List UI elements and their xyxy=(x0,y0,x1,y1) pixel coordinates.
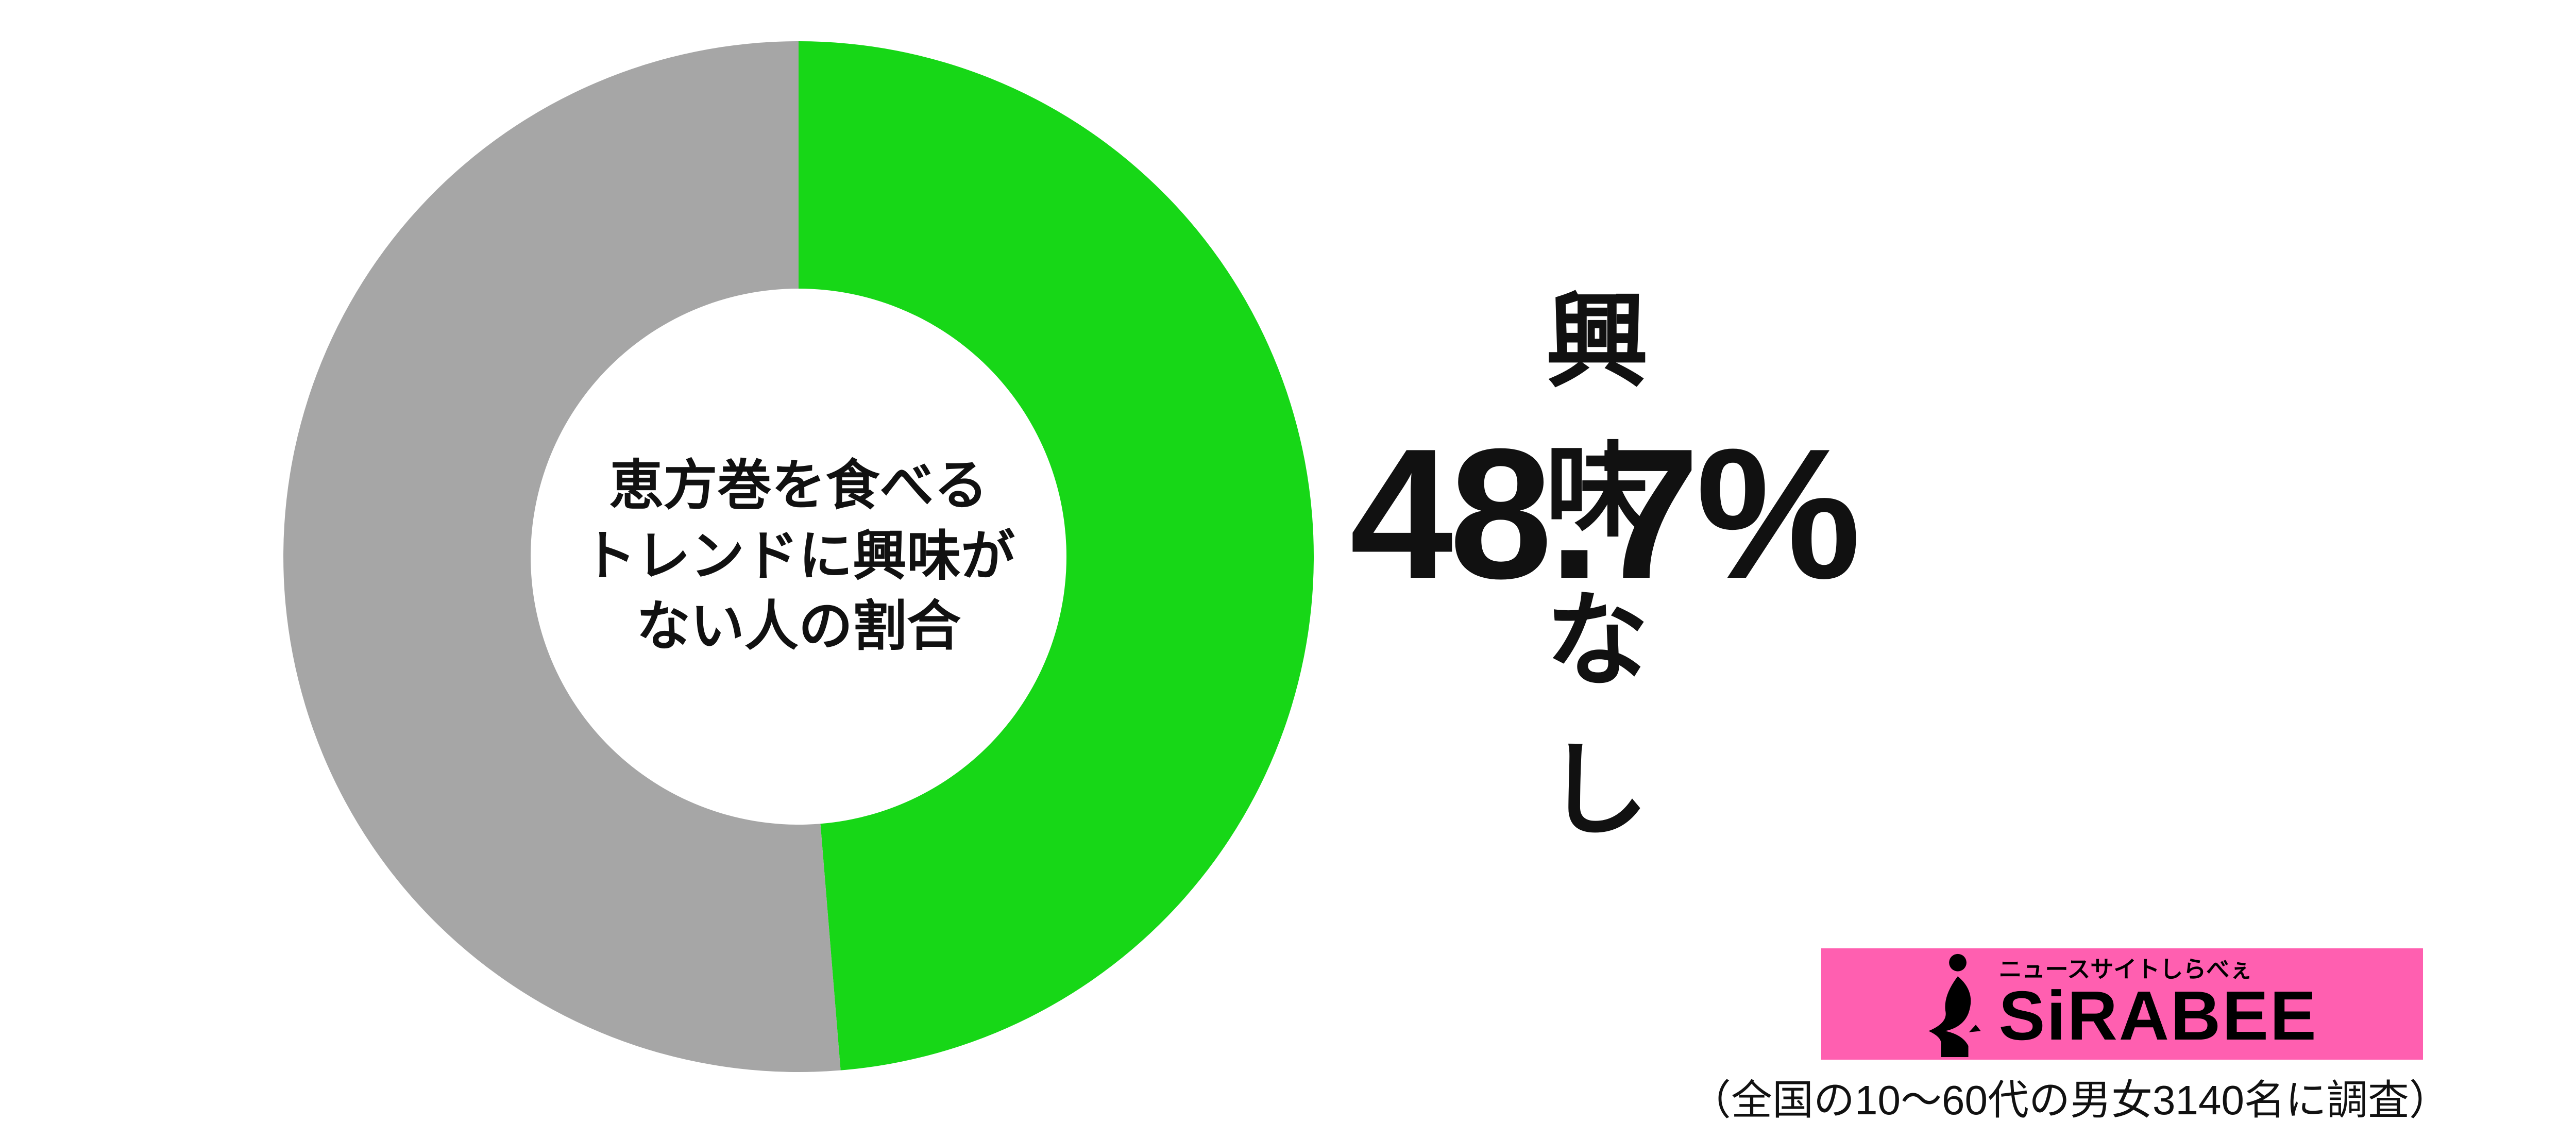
callout-percent: 48.7% xyxy=(1350,407,1857,621)
survey-caption: （全国の10〜60代の男女3140名に調査） xyxy=(1690,1067,2450,1121)
donut-chart: 恵方巻を食べる トレンドに興味が ない人の割合 xyxy=(283,41,1314,1072)
logo-icon xyxy=(1920,951,1989,1057)
sirabee-logo: ニュースサイトしらべぇ SiRABEE xyxy=(1821,948,2423,1060)
logo-brand: SiRABEE xyxy=(1998,981,2317,1050)
figure-root: 恵方巻を食べる トレンドに興味が ない人の割合 興味なし 48.7% ニュースサ… xyxy=(0,0,2576,1121)
logo-text: ニュースサイトしらべぇ SiRABEE xyxy=(1998,958,2317,1050)
donut-center-label: 恵方巻を食べる トレンドに興味が ない人の割合 xyxy=(531,41,1066,1072)
